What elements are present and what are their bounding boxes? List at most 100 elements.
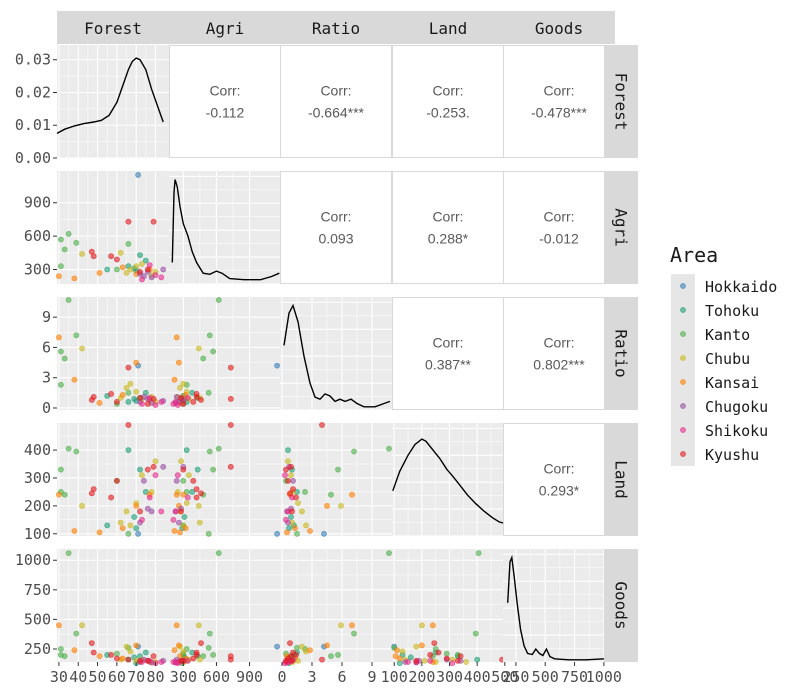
data-point bbox=[335, 466, 341, 473]
data-point bbox=[90, 649, 97, 656]
corr-value: 0.387** bbox=[425, 357, 471, 373]
data-point bbox=[457, 653, 464, 659]
x-tick-label: 300 bbox=[170, 668, 197, 686]
data-point bbox=[172, 508, 179, 515]
corr-label: Corr: bbox=[543, 335, 574, 351]
data-point bbox=[472, 630, 479, 637]
data-point bbox=[152, 272, 159, 278]
data-point bbox=[125, 398, 132, 405]
data-point bbox=[394, 647, 400, 654]
data-point bbox=[195, 502, 202, 509]
data-point bbox=[227, 395, 234, 402]
data-point bbox=[152, 458, 159, 465]
data-point bbox=[96, 529, 103, 536]
corr-panel-background bbox=[503, 45, 615, 158]
data-point bbox=[108, 494, 114, 501]
x-tick-label: 1000 bbox=[586, 668, 622, 686]
strip-right-label: Ratio bbox=[612, 329, 631, 377]
data-point bbox=[125, 364, 132, 371]
y-tick-label: 500 bbox=[24, 610, 51, 628]
data-point bbox=[284, 529, 290, 536]
data-point bbox=[125, 656, 132, 663]
data-point bbox=[205, 530, 212, 537]
data-point bbox=[96, 653, 103, 659]
corr-label: Corr: bbox=[432, 83, 463, 99]
data-point bbox=[443, 655, 450, 662]
data-point bbox=[274, 362, 280, 369]
strip-top-label: Ratio bbox=[312, 19, 360, 38]
data-point bbox=[133, 642, 140, 649]
data-point bbox=[137, 268, 143, 275]
data-point bbox=[324, 642, 330, 649]
data-point bbox=[125, 240, 132, 247]
data-point bbox=[399, 648, 406, 655]
data-point bbox=[182, 525, 189, 532]
data-point bbox=[193, 652, 200, 658]
data-point bbox=[290, 486, 296, 492]
data-point bbox=[180, 380, 187, 387]
x-tick-label: 900 bbox=[236, 668, 263, 686]
data-point bbox=[152, 472, 159, 479]
data-point bbox=[193, 494, 200, 501]
data-point bbox=[108, 390, 114, 397]
data-point bbox=[282, 472, 288, 479]
data-point bbox=[338, 502, 344, 509]
y-tick-label: 9 bbox=[42, 308, 51, 326]
data-point bbox=[303, 522, 309, 529]
strip-top-land bbox=[392, 11, 504, 44]
ticks-layer: 0.000.010.020.03300600900036910020030040… bbox=[15, 51, 622, 686]
panel-goods-land bbox=[391, 549, 505, 667]
data-point bbox=[287, 640, 293, 646]
legend-item-chubu: Chubu bbox=[671, 346, 750, 370]
corr-label: Corr: bbox=[320, 83, 351, 99]
data-point bbox=[135, 171, 141, 178]
scatter-panel-background bbox=[57, 423, 169, 536]
y-tick-label: 250 bbox=[24, 640, 51, 658]
panel-ratio-agri bbox=[169, 297, 281, 410]
data-point bbox=[148, 508, 155, 515]
data-point bbox=[443, 650, 450, 657]
data-point bbox=[285, 477, 291, 484]
data-point bbox=[114, 477, 120, 484]
corr-value: 0.293* bbox=[539, 483, 580, 499]
data-point bbox=[338, 622, 344, 629]
data-point bbox=[427, 657, 434, 664]
data-point bbox=[405, 659, 411, 665]
strip-right-ratio bbox=[604, 297, 638, 410]
legend-item-hokkaido: Hokkaido bbox=[671, 274, 777, 298]
data-point bbox=[200, 653, 207, 659]
y-tick-label: 3 bbox=[42, 369, 51, 387]
data-point bbox=[73, 630, 80, 637]
strip-top-ratio bbox=[280, 11, 392, 44]
data-point bbox=[127, 380, 134, 387]
panel-ratio-forest bbox=[56, 297, 169, 410]
data-point bbox=[175, 359, 182, 366]
data-point bbox=[429, 622, 436, 629]
data-point bbox=[125, 530, 132, 537]
data-point bbox=[108, 652, 114, 658]
data-point bbox=[299, 508, 305, 515]
data-point bbox=[205, 644, 212, 651]
data-point bbox=[139, 276, 145, 283]
data-point bbox=[180, 477, 187, 484]
density-curve-ratio bbox=[283, 303, 391, 408]
data-point bbox=[73, 239, 80, 246]
data-point bbox=[144, 266, 151, 273]
data-point bbox=[135, 530, 141, 537]
legend-swatch bbox=[680, 355, 686, 361]
panel-land-land bbox=[392, 423, 504, 537]
data-point bbox=[79, 502, 85, 509]
legend-label: Kansai bbox=[705, 374, 759, 392]
data-point bbox=[210, 652, 216, 658]
strip-top-forest bbox=[57, 11, 169, 44]
data-point bbox=[125, 447, 132, 453]
data-point bbox=[324, 502, 330, 509]
data-point bbox=[302, 488, 308, 495]
data-point bbox=[171, 528, 178, 534]
data-point bbox=[96, 399, 103, 406]
panel-forest-goods bbox=[503, 45, 615, 158]
data-point bbox=[133, 263, 140, 270]
corr-value: -0.664*** bbox=[308, 105, 365, 121]
data-point bbox=[117, 519, 124, 526]
data-point bbox=[349, 491, 355, 498]
